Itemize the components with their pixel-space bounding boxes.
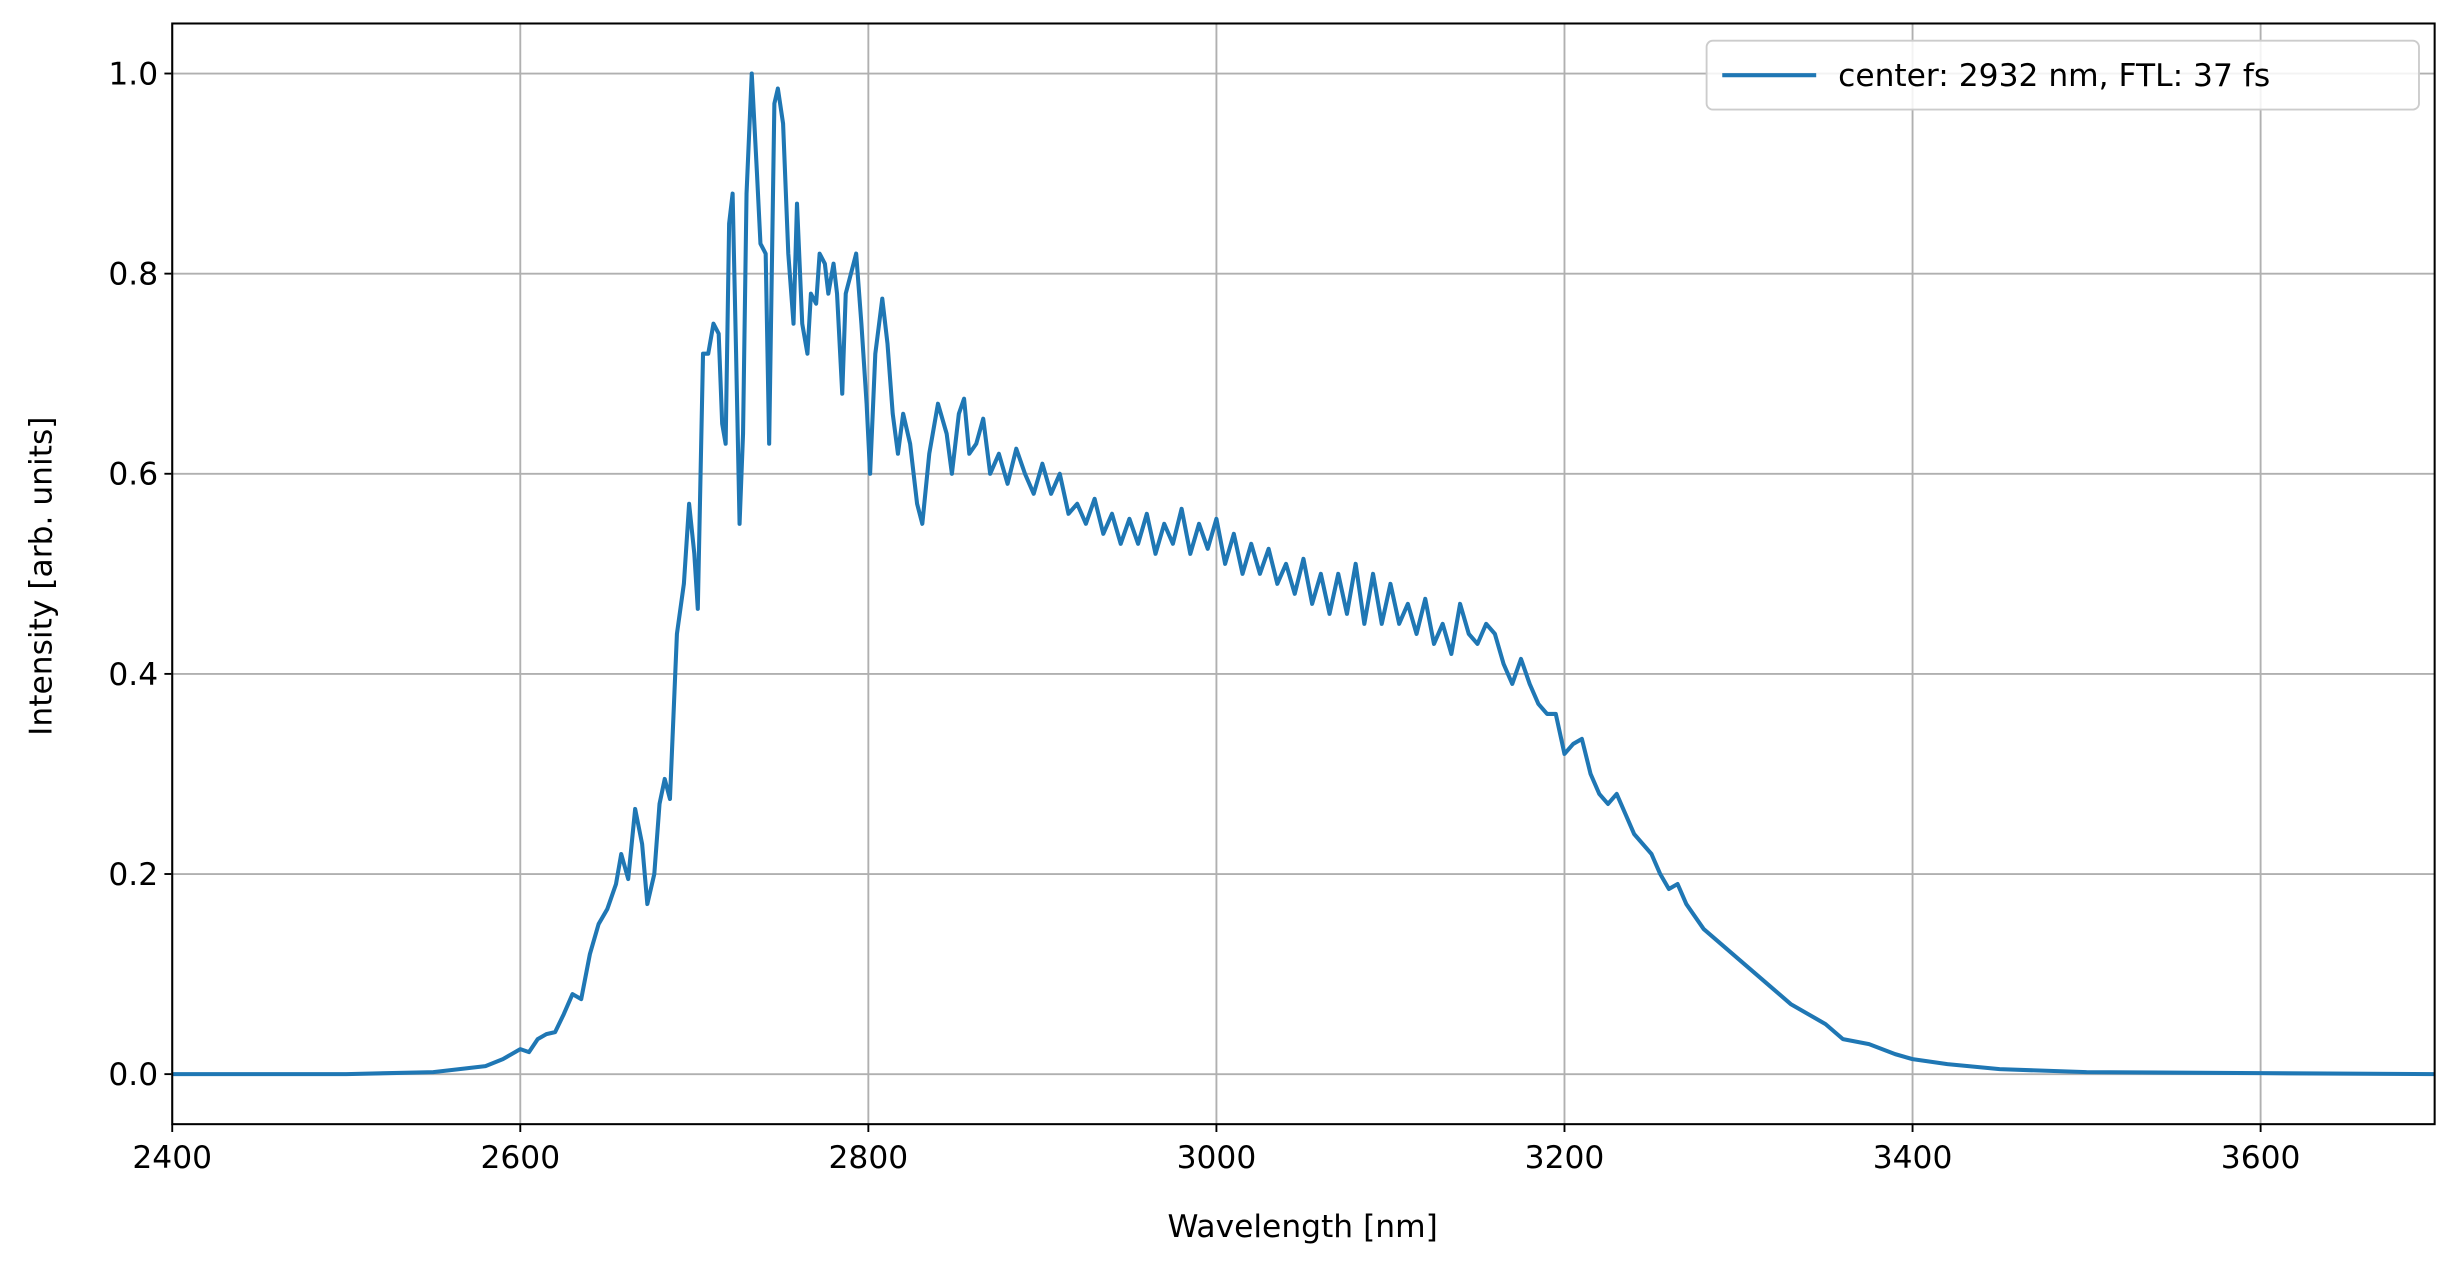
x-axis-label: Wavelength [nm] (1167, 1209, 1437, 1245)
y-tick-label: 0.0 (108, 1057, 158, 1093)
x-tick-label: 2600 (480, 1140, 560, 1176)
x-tick-label: 2400 (132, 1140, 212, 1176)
x-tick-label: 2800 (829, 1140, 909, 1176)
y-tick-label: 0.6 (108, 457, 158, 493)
x-tick-label: 3000 (1177, 1140, 1257, 1176)
y-tick-label: 1.0 (108, 56, 158, 92)
x-tick-label: 3200 (1525, 1140, 1605, 1176)
y-tick-label: 0.2 (108, 857, 158, 893)
x-tick-label: 3400 (1873, 1140, 1953, 1176)
data-line (172, 71, 2435, 1077)
y-tick-label: 0.4 (108, 657, 158, 693)
plot-frame (171, 22, 2436, 1126)
y-axis-label: Intensity [arb. units] (24, 417, 60, 736)
legend-box (1705, 39, 2420, 111)
legend-label: center: 2932 nm, FTL: 37 fs (1838, 58, 2270, 94)
y-tick-label: 0.8 (108, 257, 158, 293)
x-tick-label: 3600 (2221, 1140, 2301, 1176)
